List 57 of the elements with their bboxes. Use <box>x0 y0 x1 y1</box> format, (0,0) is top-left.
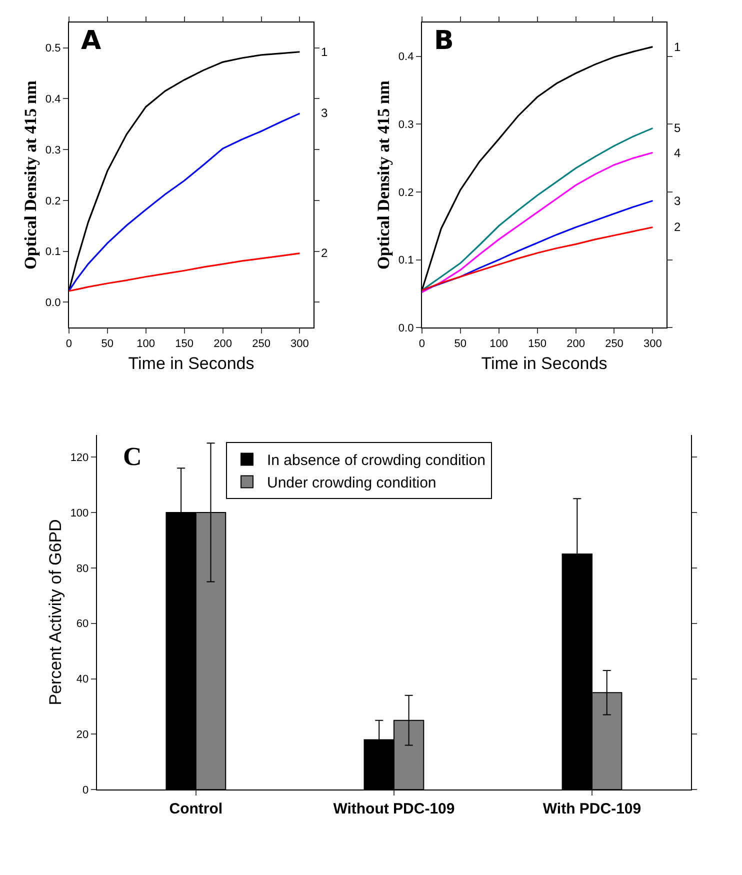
legend-label: Under crowding condition <box>267 474 436 492</box>
series-label: 3 <box>674 194 681 208</box>
y-axis-title: Optical Density at 415 nm <box>20 80 40 270</box>
y-tick-label: 120 <box>70 452 89 464</box>
y-tick-label: 80 <box>76 562 89 575</box>
series-label: 5 <box>674 121 681 135</box>
series-label: 1 <box>674 40 681 54</box>
y-tick-label: 0.4 <box>398 51 414 64</box>
y-tick-label: 60 <box>76 618 89 630</box>
y-tick-label: 40 <box>76 674 89 686</box>
y-axis-title: Percent Activity of G6PD <box>46 519 65 706</box>
y-tick-label: 0.2 <box>398 186 414 199</box>
line-series <box>68 252 301 292</box>
x-tick-label: 100 <box>490 338 508 350</box>
x-tick-label: 100 <box>136 338 156 350</box>
x-tick-label: 250 <box>605 338 624 350</box>
x-axis-title: Time in Seconds <box>128 354 254 374</box>
y-tick-label: 0.3 <box>398 118 414 131</box>
line-series <box>422 152 654 294</box>
annotation: C <box>123 442 142 471</box>
x-tick-label: 200 <box>214 338 232 350</box>
x-tick-label: 0 <box>418 338 425 350</box>
y-tick-label: 0.1 <box>45 246 61 258</box>
x-tick-label: 250 <box>252 338 270 350</box>
x-tick-label: 50 <box>454 338 467 350</box>
series-label: 2 <box>321 246 328 260</box>
x-tick-label: Without PDC-109 <box>333 800 455 818</box>
series-label: 4 <box>674 146 681 160</box>
series-label: 2 <box>674 220 681 234</box>
line-series <box>422 127 654 292</box>
y-tick-label: 0.4 <box>45 94 61 106</box>
y-tick-label: 0 <box>82 784 89 796</box>
y-tick-label: 0.1 <box>398 254 414 267</box>
x-axis-title: Time in Seconds <box>481 354 608 374</box>
annotation: B <box>434 26 454 56</box>
line-series <box>422 226 654 292</box>
x-tick-label: With PDC-109 <box>542 800 642 818</box>
y-tick-label: 20 <box>76 729 89 742</box>
x-tick-label: 150 <box>175 338 194 350</box>
y-tick-label: 0.3 <box>45 144 61 156</box>
x-tick-label: 150 <box>528 338 546 350</box>
x-tick-label: 200 <box>566 338 585 350</box>
x-tick-label: 300 <box>290 338 309 350</box>
line-series <box>68 112 301 292</box>
x-tick-label: Control <box>169 800 223 818</box>
annotation: A <box>81 26 102 56</box>
legend-label: In absence of crowding condition <box>267 452 486 470</box>
y-tick-label: 0.2 <box>45 195 61 208</box>
y-tick-label: 0.0 <box>398 322 414 334</box>
y-tick-label: 100 <box>70 507 89 520</box>
series-label: 3 <box>321 106 328 120</box>
y-tick-label: 0.0 <box>45 297 61 310</box>
series-label: 1 <box>321 45 328 59</box>
x-tick-label: 50 <box>101 338 114 350</box>
y-axis-title: Optical Density at 415 nm <box>374 80 393 270</box>
y-tick-label: 0.5 <box>45 42 61 55</box>
x-tick-label: 300 <box>644 338 662 350</box>
